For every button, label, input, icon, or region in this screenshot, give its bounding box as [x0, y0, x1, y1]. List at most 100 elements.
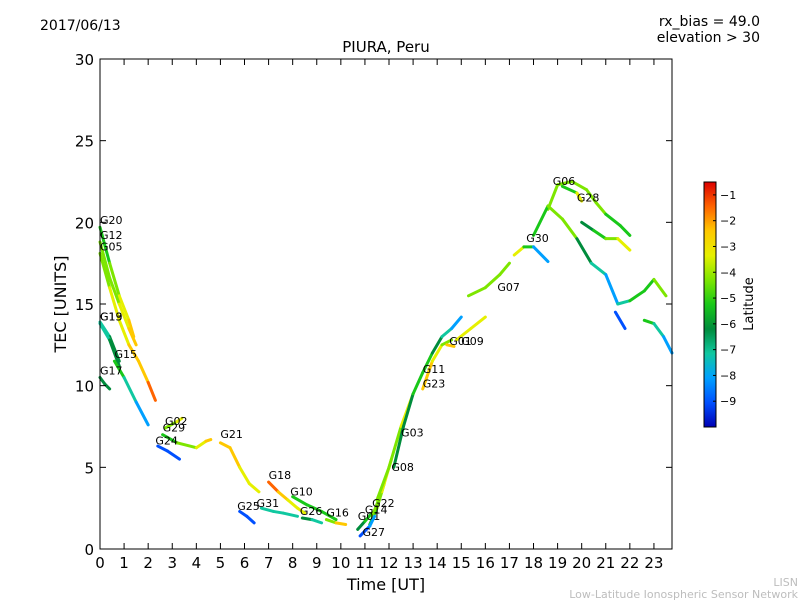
trace-segment: [642, 318, 656, 326]
trace-segment: [570, 180, 589, 192]
series-g18: [267, 480, 307, 515]
y-tick-label: 0: [84, 541, 94, 559]
trace-segment: [134, 400, 150, 427]
trace-segment: [411, 371, 425, 396]
y-tick-label: 25: [75, 133, 94, 151]
series-g06: [546, 180, 632, 237]
trace-segment: [204, 438, 213, 443]
x-tick-label: 22: [620, 554, 639, 572]
satellite-label: G15: [114, 348, 137, 361]
trace-segment: [589, 261, 608, 277]
satellite-label: G05: [100, 240, 123, 253]
colorbar-tick-label: −3: [720, 240, 736, 253]
trace-segment: [122, 376, 138, 404]
satellite-label: G08: [391, 461, 414, 474]
satellite-label: G14: [365, 503, 388, 516]
series-g09: [454, 315, 487, 342]
x-tick-label: 14: [428, 554, 447, 572]
trace-segment: [454, 327, 473, 342]
series-g05: [98, 251, 157, 402]
colorbar-tick-label: −4: [720, 266, 736, 279]
series-g01: [445, 343, 456, 348]
trace-segment: [592, 229, 608, 241]
trace-segment: [103, 382, 112, 391]
trace-segment: [430, 335, 444, 355]
trace-segment: [594, 201, 608, 216]
x-tick-label: 21: [596, 554, 615, 572]
series-g21: [218, 441, 261, 494]
satellite-label: G03: [401, 427, 424, 440]
series-g24: [156, 444, 181, 461]
x-tick-label: 0: [95, 554, 105, 572]
trace-segment: [271, 509, 285, 515]
y-tick-label: 10: [75, 378, 94, 396]
trace-segment: [295, 506, 307, 515]
x-tick-label: 13: [404, 554, 423, 572]
satellite-label: G12: [100, 229, 123, 242]
x-tick-label: 4: [192, 554, 202, 572]
satellite-label: G11: [423, 363, 446, 376]
x-tick-label: 19: [548, 554, 567, 572]
trace-segment: [247, 482, 261, 494]
rx-bias-label: rx_bias = 49.0: [658, 14, 760, 30]
x-tick-label: 7: [264, 554, 274, 572]
trace-segment: [440, 338, 454, 347]
trace-segment: [238, 465, 251, 486]
series-g23: [421, 338, 454, 391]
trace-segment: [112, 359, 126, 379]
colorbar: −9 −8 −7 −6 −5 −4 −3 −2 −1: [703, 181, 736, 428]
series-g30: [512, 245, 550, 264]
trace-segment: [421, 351, 434, 375]
trace-segment: [512, 245, 526, 257]
trace-segment: [276, 490, 290, 502]
trace-segment: [310, 518, 324, 525]
x-tick-label: 5: [216, 554, 226, 572]
trace-segment: [117, 294, 131, 322]
trace-segment: [108, 261, 121, 298]
trace-segment: [546, 183, 560, 211]
satellite-label: G10: [290, 485, 313, 498]
trace-segment: [616, 237, 632, 252]
series-g27: [358, 514, 377, 538]
trace-segment: [498, 261, 511, 277]
trace-segment: [161, 433, 179, 445]
trace-segment: [580, 220, 596, 232]
satellite-label: G22: [372, 497, 395, 510]
trace-segment: [98, 225, 112, 265]
satellite-label: G28: [577, 191, 600, 204]
series-g25: [238, 509, 256, 525]
x-axis-label: Time [UT]: [346, 575, 425, 594]
trace-segment: [267, 480, 280, 494]
x-tick-label: 9: [312, 554, 322, 572]
chart-title: PIURA, Peru: [342, 38, 429, 56]
series-g32: [580, 220, 632, 252]
trace-segment: [532, 245, 550, 264]
y-tick-label: 5: [84, 459, 94, 477]
x-tick-label: 1: [119, 554, 129, 572]
series-g01: [356, 511, 374, 531]
colorbar-tick-label: −8: [720, 369, 736, 382]
series-g29: [161, 433, 213, 450]
series-g26: [300, 516, 324, 525]
colorbar-tick-label: −6: [720, 318, 736, 331]
x-tick-label: 2: [143, 554, 153, 572]
trace-segment: [363, 511, 374, 523]
trace-segment: [300, 516, 314, 522]
trace-segment: [375, 465, 391, 502]
colorbar-tick-label: −1: [720, 189, 736, 202]
x-axis: 0 1 2 3 4 5 6 7 8 9 10 11 12 13 14 15 16 17 18 19 20 21 22 23: [95, 59, 663, 572]
trace-segment: [392, 425, 405, 469]
trace-segment: [560, 184, 579, 195]
x-tick-label: 6: [240, 554, 250, 572]
trace-segment: [469, 315, 487, 330]
series-g16: [324, 518, 348, 526]
satellite-label: G17: [100, 365, 123, 378]
trace-segment: [305, 503, 324, 513]
elevation-label: elevation > 30: [656, 30, 760, 46]
satellite-label: G31: [257, 497, 280, 510]
trace-segment: [466, 286, 487, 298]
trace-segment: [421, 359, 434, 391]
satellite-label: G19: [100, 311, 123, 324]
y-tick-label: 30: [75, 51, 94, 69]
